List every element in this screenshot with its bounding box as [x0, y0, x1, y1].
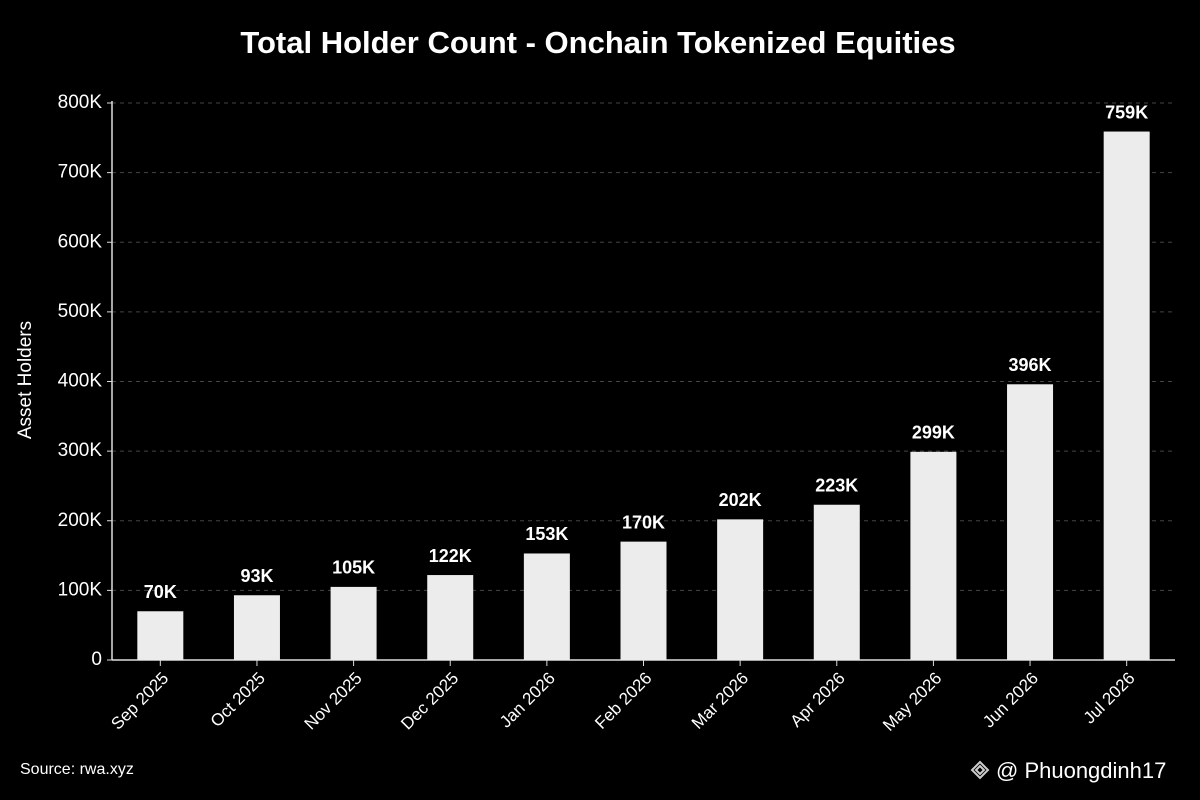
y-axis-label: Asset Holders [15, 321, 36, 439]
value-label: 105K [332, 558, 375, 578]
bar [1103, 131, 1150, 660]
value-label: 153K [525, 524, 568, 544]
value-label: 223K [815, 475, 858, 495]
value-label: 202K [719, 490, 762, 510]
y-tick-label: 800K [58, 92, 103, 113]
y-tick-label: 500K [58, 301, 103, 322]
value-label: 70K [144, 582, 177, 602]
y-tick-label: 0 [91, 649, 102, 670]
bar [330, 586, 377, 660]
y-tick-label: 700K [58, 162, 103, 183]
bar [620, 541, 667, 660]
watermark-icon [970, 760, 990, 780]
bar [910, 451, 957, 660]
bar [813, 504, 860, 660]
y-tick-label: 200K [58, 510, 103, 531]
y-tick-label: 400K [58, 371, 103, 392]
value-label: 122K [429, 546, 472, 566]
source-note: Source: rwa.xyz [20, 761, 134, 778]
watermark: @ Phuongdinh17 [996, 758, 1166, 783]
value-label: 759K [1105, 102, 1148, 122]
chart-title: Total Holder Count - Onchain Tokenized E… [240, 25, 955, 60]
value-label: 170K [622, 512, 665, 532]
y-tick-label: 300K [58, 440, 103, 461]
y-tick-label: 600K [58, 231, 103, 252]
bar [427, 575, 474, 660]
bar [523, 553, 570, 660]
bar [233, 595, 280, 660]
value-label: 299K [912, 423, 955, 443]
value-label: 396K [1009, 355, 1052, 375]
y-tick-label: 100K [58, 579, 103, 600]
bar [1007, 384, 1054, 660]
value-label: 93K [240, 566, 273, 586]
bar [137, 611, 184, 660]
bar [717, 519, 764, 660]
